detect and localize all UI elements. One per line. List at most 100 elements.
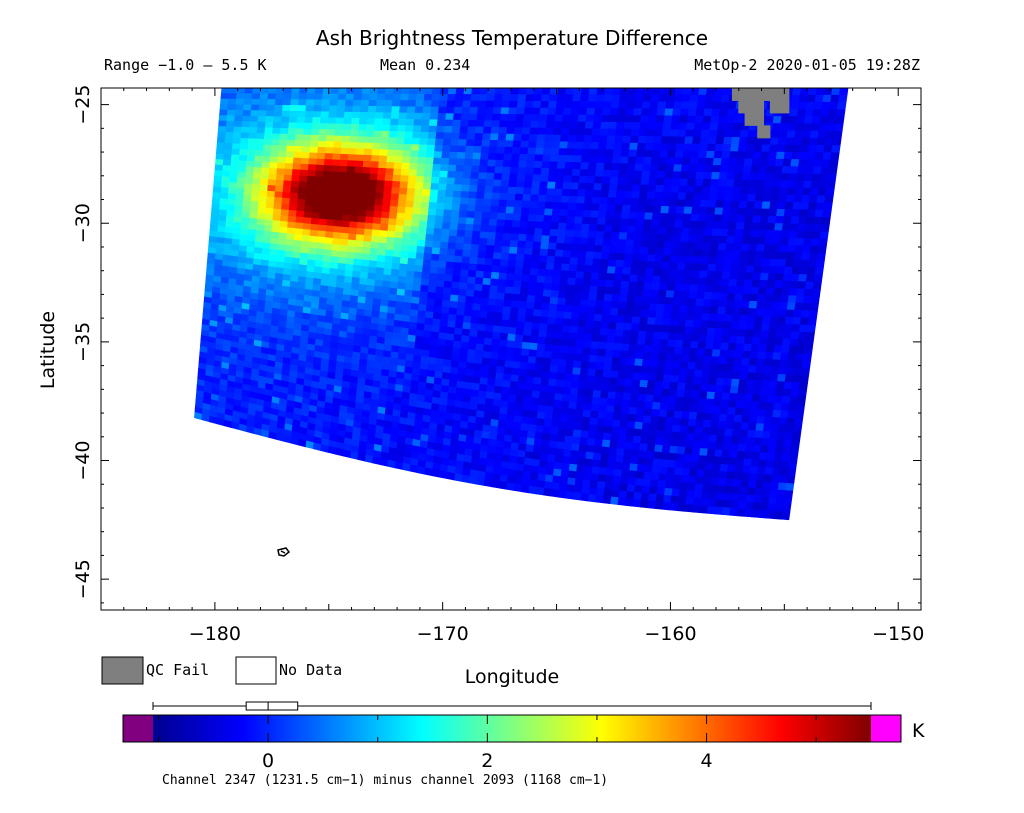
- heatmap-cell: [800, 310, 811, 319]
- heatmap-cell: [582, 347, 592, 356]
- heatmap-cell: [555, 448, 565, 457]
- heatmap-cell: [718, 172, 729, 181]
- heatmap-cell: [630, 323, 640, 332]
- heatmap-cell: [692, 199, 702, 208]
- heatmap-cell: [756, 358, 766, 367]
- heatmap-cell: [388, 212, 398, 220]
- heatmap-cell: [773, 460, 783, 469]
- heatmap-cell: [650, 156, 661, 165]
- heatmap-cell: [660, 332, 670, 341]
- heatmap-cell: [520, 207, 530, 216]
- heatmap-cell: [397, 118, 407, 126]
- heatmap-cell: [756, 416, 766, 425]
- heatmap-cell: [298, 181, 308, 189]
- heatmap-cell: [446, 177, 456, 185]
- heatmap-cell: [636, 212, 646, 220]
- heatmap-cell: [531, 254, 541, 263]
- heatmap-cell: [733, 236, 744, 245]
- heatmap-cell: [721, 335, 731, 344]
- heatmap-cell: [590, 341, 600, 350]
- heatmap-cell: [674, 467, 684, 476]
- heatmap-cell: [746, 429, 757, 439]
- heatmap-cell: [650, 352, 660, 361]
- heatmap-cell: [736, 151, 747, 160]
- heatmap-cell: [506, 127, 516, 135]
- heatmap-cell: [587, 368, 597, 377]
- heatmap-cell: [660, 395, 670, 404]
- heatmap-cell: [500, 179, 510, 188]
- heatmap-cell: [693, 376, 703, 385]
- heatmap-cell: [445, 261, 455, 270]
- heatmap-cell: [499, 332, 509, 341]
- heatmap-cell: [596, 88, 606, 96]
- heatmap-cell: [551, 208, 561, 217]
- heatmap-cell: [560, 202, 570, 211]
- heatmap-cell: [638, 260, 648, 269]
- heatmap-cell: [688, 101, 698, 110]
- heatmap-cell: [226, 115, 236, 122]
- heatmap-cell: [573, 492, 582, 501]
- heatmap-cell: [264, 219, 273, 227]
- heatmap-cell: [367, 272, 377, 281]
- heatmap-cell: [315, 164, 325, 172]
- heatmap-cell: [516, 180, 526, 189]
- heatmap-cell: [350, 451, 359, 460]
- heatmap-cell: [672, 101, 683, 110]
- heatmap-cell: [517, 233, 528, 242]
- heatmap-cell: [215, 148, 225, 155]
- heatmap-cell: [248, 132, 258, 140]
- heatmap-cell: [492, 332, 501, 341]
- heatmap-cell: [630, 449, 640, 458]
- heatmap-cell: [669, 192, 680, 201]
- heatmap-cell: [406, 188, 416, 196]
- heatmap-cell: [538, 188, 548, 196]
- heatmap-cell: [650, 226, 660, 235]
- x-tick-label: −170: [417, 623, 469, 645]
- heatmap-cell: [508, 107, 518, 115]
- heatmap-cell: [566, 352, 576, 362]
- heatmap-cell: [569, 189, 579, 197]
- heatmap-cell: [279, 133, 289, 141]
- heatmap-cell: [243, 188, 253, 196]
- heatmap-cell: [579, 305, 589, 314]
- heatmap-cell: [361, 173, 371, 181]
- heatmap-cell: [729, 507, 739, 517]
- heatmap-cell: [761, 144, 771, 153]
- x-tick-label: −180: [189, 623, 241, 645]
- heatmap-cell: [709, 242, 720, 251]
- heatmap-cell: [655, 247, 665, 256]
- heatmap-cell: [653, 324, 663, 333]
- heatmap-cell: [349, 221, 359, 229]
- heatmap-cell: [593, 383, 603, 392]
- heatmap-cell: [537, 404, 547, 414]
- heatmap-cell: [546, 114, 556, 122]
- heatmap-cell: [640, 240, 651, 249]
- heatmap-cell: [648, 240, 658, 249]
- heatmap-cell: [659, 150, 669, 158]
- heatmap-cell: [747, 250, 757, 259]
- island-outline: [277, 547, 291, 557]
- heatmap-cell: [623, 253, 633, 262]
- heatmap-cell: [438, 100, 448, 108]
- heatmap-cell: [714, 449, 724, 458]
- heatmap-cell: [439, 470, 449, 480]
- heatmap-cell: [574, 216, 584, 225]
- heatmap-cell: [335, 201, 345, 210]
- heatmap-cell: [353, 88, 363, 95]
- heatmap-cell: [437, 260, 447, 269]
- heatmap-cell: [678, 185, 688, 194]
- heatmap-cell: [683, 454, 693, 463]
- heatmap-cell: [584, 389, 594, 398]
- heatmap-cell: [597, 348, 607, 357]
- heatmap-cell: [787, 237, 797, 246]
- heatmap-cell: [507, 186, 517, 195]
- heatmap-cell: [725, 364, 735, 373]
- heatmap-cell: [620, 350, 630, 359]
- heatmap-cell: [581, 216, 591, 225]
- heatmap-cell: [278, 145, 288, 153]
- heatmap-cell: [432, 164, 442, 172]
- heatmap-cell: [527, 356, 537, 365]
- heatmap-cell: [682, 276, 692, 285]
- heatmap-cell: [760, 495, 770, 505]
- heatmap-cell: [322, 176, 332, 185]
